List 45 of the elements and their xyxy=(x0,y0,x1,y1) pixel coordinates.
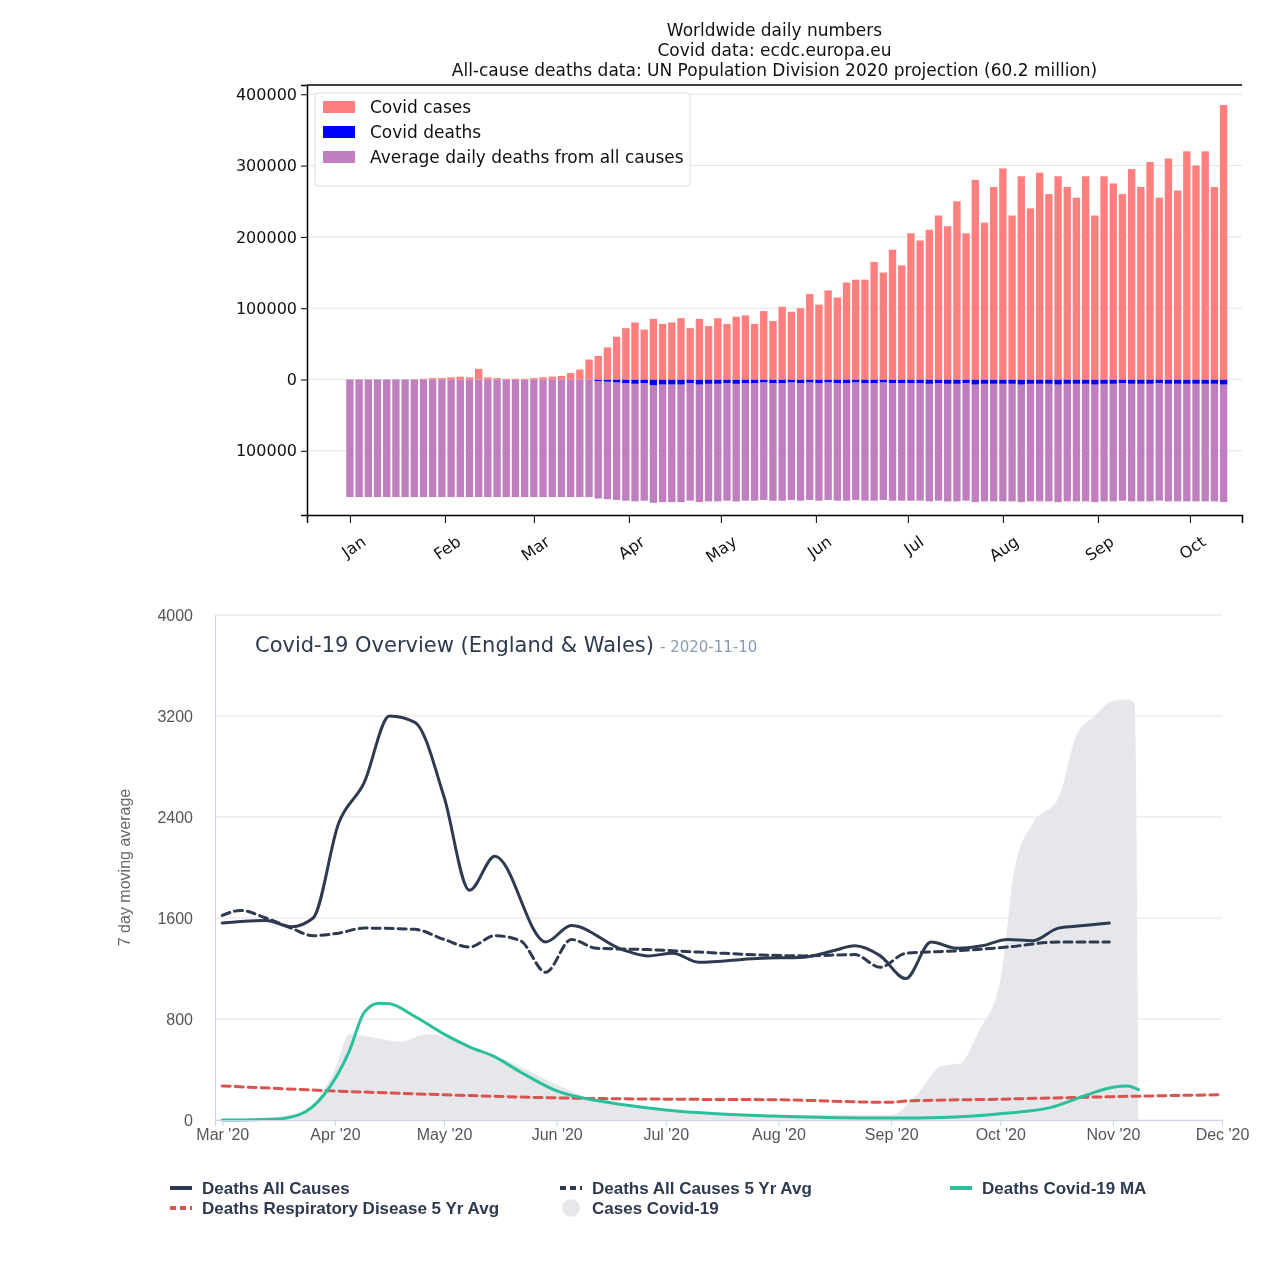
y-tick-label: 400000 xyxy=(235,84,297,104)
x-tick-label: Nov '20 xyxy=(1086,1126,1141,1144)
x-tick-label: Apr xyxy=(614,531,649,564)
legend-label: Deaths Respiratory Disease 5 Yr Avg xyxy=(202,1199,500,1218)
y-tick-label: 800 xyxy=(166,1010,194,1028)
x-tick-label: Jul '20 xyxy=(643,1126,690,1144)
x-tick-label: Sep xyxy=(1081,531,1118,565)
x-tick-label: Jul xyxy=(899,531,928,560)
legend-label: Covid deaths xyxy=(370,122,482,142)
legend-label: Average daily deaths from all causes xyxy=(370,147,684,167)
x-tick-label: Mar xyxy=(517,531,554,565)
legend-label: Deaths Covid-19 MA xyxy=(982,1179,1147,1198)
y-tick-label: 4000 xyxy=(157,606,194,624)
x-tick-label: Dec '20 xyxy=(1195,1126,1250,1144)
chart-subtitle: Covid data: ecdc.europa.eu All-cause deaths data: UN Population Division 2020 projection (60.2 million) xyxy=(451,40,1098,80)
y-tick-label: 3200 xyxy=(157,707,194,725)
x-tick-label: Sep '20 xyxy=(864,1126,919,1144)
legend-label: Deaths All Causes 5 Yr Avg xyxy=(592,1179,812,1198)
x-tick-label: Jun '20 xyxy=(531,1126,583,1144)
legend-label: Cases Covid-19 xyxy=(592,1199,719,1218)
y-tick-label: 100000 xyxy=(235,298,297,318)
y-tick-label: 100000 xyxy=(235,441,297,461)
x-tick-label: May xyxy=(702,531,741,567)
y-tick-label: 200000 xyxy=(235,227,297,247)
text: Covid-19 Overview (England & Wales) xyxy=(255,633,654,657)
x-tick-label: Jun xyxy=(803,531,836,563)
x-tick-label: Oct xyxy=(1175,531,1210,564)
y-axis-title: 7 day moving average xyxy=(116,788,133,947)
text: - 2020-11-10 xyxy=(659,638,758,656)
legend-label: Covid cases xyxy=(370,97,472,117)
y-tick-label: 0 xyxy=(286,370,297,390)
legend-label: Deaths All Causes xyxy=(202,1179,350,1198)
x-tick-label: Apr '20 xyxy=(310,1126,361,1144)
x-tick-label: Jan xyxy=(337,531,370,563)
y-tick-label: 1600 xyxy=(157,909,194,927)
x-tick-label: Feb xyxy=(430,531,465,564)
x-tick-label: Mar '20 xyxy=(196,1126,250,1144)
chart-title: Worldwide daily numbers xyxy=(666,20,883,40)
x-tick-label: May '20 xyxy=(416,1126,473,1144)
x-tick-label: Aug xyxy=(985,531,1023,566)
y-tick-label: 300000 xyxy=(235,156,297,176)
y-tick-label: 0 xyxy=(184,1111,194,1129)
y-tick-label: 2400 xyxy=(157,808,194,826)
x-tick-label: Aug '20 xyxy=(752,1126,806,1144)
x-tick-label: Oct '20 xyxy=(975,1126,1026,1144)
